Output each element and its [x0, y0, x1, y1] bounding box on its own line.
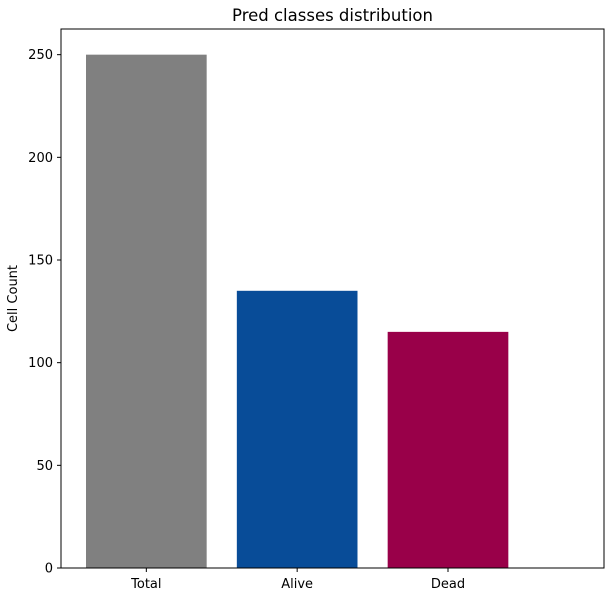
- plot-frame: [60, 28, 605, 569]
- bar-dead: [387, 331, 509, 568]
- axes-layer: [60, 28, 605, 569]
- y-tick-label: 100: [28, 356, 53, 371]
- y-tick-label: 50: [36, 459, 53, 474]
- y-tick-label: 0: [45, 562, 53, 577]
- y-tick-label: 150: [28, 254, 53, 269]
- bar-total: [86, 54, 207, 568]
- y-tick-label: 250: [28, 48, 53, 63]
- y-tick-label: 200: [28, 151, 53, 166]
- x-tick-label: Alive: [281, 577, 313, 592]
- ticks-layer: 0 50 100 150 200 250 Total Alive Dead: [28, 48, 465, 592]
- chart-title: Pred classes distribution: [232, 6, 433, 25]
- x-tick-label: Dead: [431, 577, 465, 592]
- bars-layer: [86, 54, 509, 568]
- bar-alive: [236, 290, 358, 568]
- y-axis-label: Cell Count: [6, 265, 21, 332]
- x-tick-label: Total: [130, 577, 161, 592]
